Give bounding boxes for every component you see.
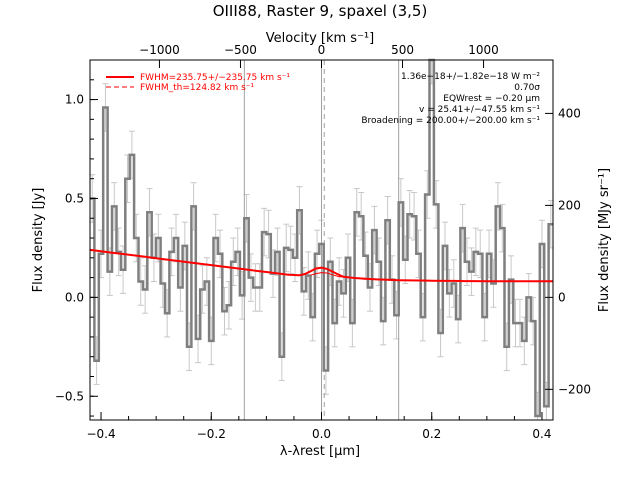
right-tick-label: 0	[558, 290, 566, 304]
x-tick-label: 0.4	[532, 427, 551, 441]
fit-series	[89, 248, 553, 283]
annotation-text: Broadening = 200.00+/−200.00 km s⁻¹	[361, 116, 540, 126]
annotation-text: 1.36e−18+/−1.82e−18 W m⁻²	[401, 72, 540, 82]
right-tick-label: −200	[558, 382, 591, 396]
x-tick-label: −0.2	[197, 427, 226, 441]
y-tick-label: 0.0	[65, 290, 84, 304]
legend-label: FWHM=235.75+/−235.75 km s⁻¹	[140, 73, 290, 83]
top-tick-label: 500	[391, 43, 414, 57]
annotation-text: 0.70σ	[514, 83, 540, 93]
legend: FWHM=235.75+/−235.75 km s⁻¹FWHM_th=124.8…	[106, 73, 290, 93]
x-axis-label: λ-λrest [μm]	[280, 444, 360, 459]
y-tick-label: −0.5	[55, 389, 84, 403]
x-tick-label: 0.2	[422, 427, 441, 441]
annotation-text: v = 25.41+/−47.55 km s⁻¹	[419, 105, 540, 115]
top-tick-label: 0	[318, 43, 326, 57]
right-axis-label: Flux density [MJy sr⁻¹]	[597, 168, 612, 312]
legend-label: FWHM_th=124.82 km s⁻¹	[140, 83, 255, 93]
top-tick-label: −1000	[139, 43, 180, 57]
y-tick-label: 1.0	[65, 93, 84, 107]
fit-line	[89, 248, 553, 283]
axis-ticks: −0.4 −0.2 0.0 0.2 0.4 −1000 −500 0 500 1000 −0.5 0.…	[55, 43, 591, 441]
chart-title: OIII88, Raster 9, spaxel (3,5)	[213, 2, 428, 20]
top-tick-label: 1000	[468, 43, 499, 57]
top-axis-label: Velocity [km s⁻¹]	[266, 31, 374, 46]
right-tick-label: 400	[558, 106, 581, 120]
spectrum-line	[90, 58, 553, 418]
x-tick-label: −0.4	[86, 427, 115, 441]
top-tick-label: −500	[224, 43, 257, 57]
data-series	[90, 58, 553, 418]
fit-component-line	[310, 272, 344, 278]
right-tick-label: 200	[558, 198, 581, 212]
y-tick-label: 0.5	[65, 191, 84, 205]
y-axis-label: Flux density [Jy]	[31, 188, 46, 293]
x-tick-label: 0.0	[312, 427, 331, 441]
annotation-text: EQWrest = −0.20 μm	[443, 94, 540, 104]
